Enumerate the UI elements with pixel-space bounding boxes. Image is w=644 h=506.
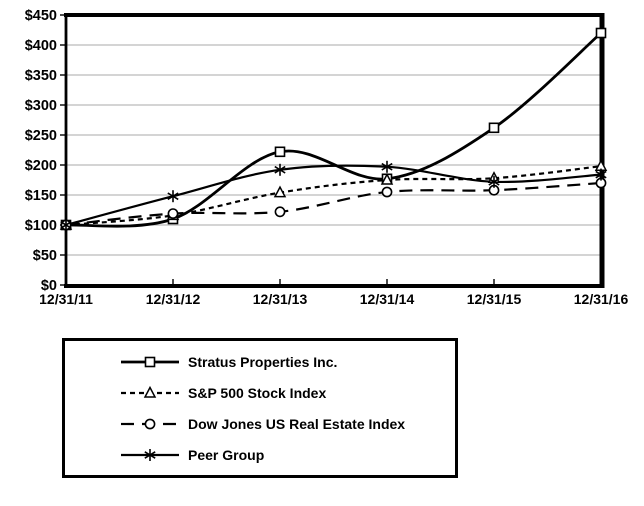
y-axis-tick-label: $350 xyxy=(25,68,57,84)
y-axis-tick-label: $200 xyxy=(25,158,57,174)
legend-item: Dow Jones US Real Estate Index xyxy=(121,408,455,439)
triangle-marker-icon xyxy=(380,172,394,185)
legend-line-sample xyxy=(121,356,179,367)
legend-line-sample xyxy=(121,385,179,398)
legend-item: S&P 500 Stock Index xyxy=(121,377,455,408)
y-axis-tick-label: $450 xyxy=(25,8,57,24)
series-line-3 xyxy=(65,164,602,227)
x-axis-tick-label: 12/31/16 xyxy=(574,291,629,307)
square-marker-icon xyxy=(144,356,156,367)
legend-item: Peer Group xyxy=(121,439,455,470)
x-axis-tick-label: 12/31/11 xyxy=(39,291,93,307)
circle-marker-icon xyxy=(381,186,393,198)
circle-marker-icon xyxy=(144,418,156,429)
asterisk-marker-icon xyxy=(381,160,393,173)
legend-label: Dow Jones US Real Estate Index xyxy=(188,415,406,432)
asterisk-marker-icon xyxy=(167,190,179,203)
x-axis-tick-label: 12/31/13 xyxy=(253,291,308,307)
y-axis-tick-label: $100 xyxy=(25,218,57,234)
square-marker-icon xyxy=(488,122,500,134)
legend-line-sample xyxy=(121,448,179,461)
series-line-2 xyxy=(65,181,602,227)
legend-line-sample xyxy=(121,418,179,429)
x-axis-tick-label: 12/31/15 xyxy=(467,291,522,307)
asterisk-marker-icon xyxy=(274,163,286,176)
asterisk-marker-icon xyxy=(488,175,500,188)
circle-marker-icon xyxy=(167,208,179,219)
legend-label: S&P 500 Stock Index xyxy=(188,384,327,401)
square-marker-icon xyxy=(595,27,607,39)
performance-chart-canvas: $0 $50 $100 $150 $200 $250 $300 $350 $400 $450 12/… xyxy=(25,8,629,307)
triangle-marker-icon xyxy=(273,185,287,198)
y-axis-tick-label: $50 xyxy=(33,248,57,264)
legend-label: Peer Group xyxy=(188,446,265,463)
y-axis-tick-label: $0 xyxy=(41,278,57,294)
legend-box: Stratus Properties Inc. S&P 500 Stock Ind… xyxy=(62,338,458,478)
y-axis-tick-label: $150 xyxy=(25,188,57,204)
asterisk-marker-icon xyxy=(60,219,72,231)
y-axis-tick-label: $400 xyxy=(25,38,57,54)
triangle-marker-icon xyxy=(143,385,157,398)
y-axis-tick-label: $300 xyxy=(25,98,57,114)
y-axis-tick-label: $250 xyxy=(25,128,57,144)
x-axis-tick-label: 12/31/12 xyxy=(146,291,201,307)
asterisk-marker-icon xyxy=(595,168,607,181)
series-line-1 xyxy=(65,165,602,227)
series-line-0 xyxy=(65,31,602,228)
x-axis-tick-label: 12/31/14 xyxy=(360,291,415,307)
legend-item: Stratus Properties Inc. xyxy=(121,346,455,377)
legend-label: Stratus Properties Inc. xyxy=(188,353,338,370)
asterisk-marker-icon xyxy=(144,448,156,461)
square-marker-icon xyxy=(274,146,286,158)
circle-marker-icon xyxy=(274,206,286,218)
